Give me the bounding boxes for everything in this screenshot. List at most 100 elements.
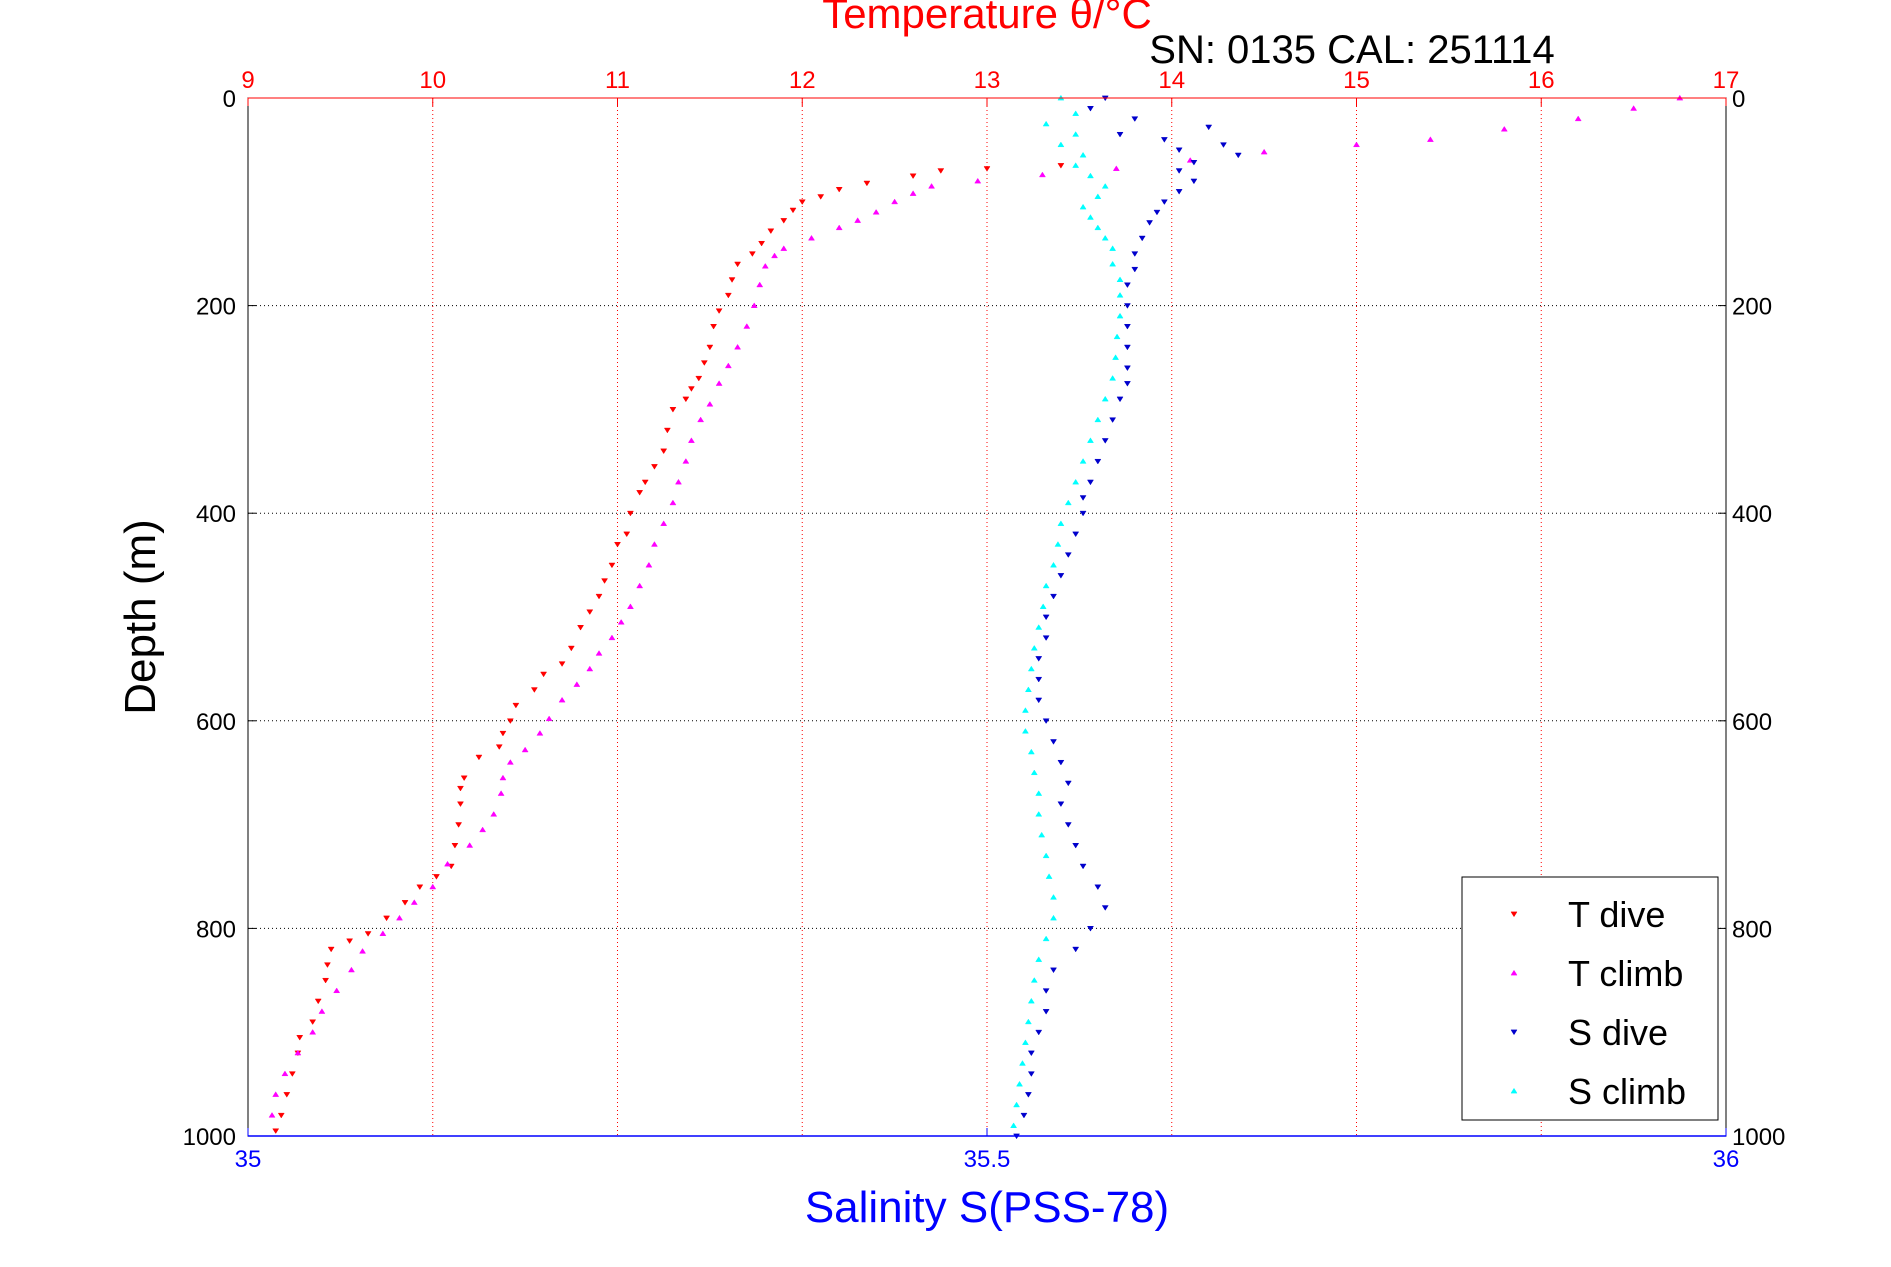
data-point	[748, 251, 756, 257]
data-point	[1079, 151, 1087, 158]
data-point	[457, 801, 464, 808]
data-point	[798, 199, 806, 205]
data-point	[1027, 748, 1035, 755]
data-point	[444, 860, 451, 867]
data-point	[1064, 780, 1072, 787]
data-point	[983, 166, 991, 172]
data-point	[1042, 988, 1050, 994]
data-point	[636, 582, 644, 589]
data-point	[1042, 852, 1050, 859]
data-point	[429, 883, 437, 890]
data-point	[645, 561, 653, 568]
data-point	[789, 207, 797, 214]
data-point	[322, 977, 330, 984]
data-point	[669, 407, 677, 413]
top-tick-label: 13	[974, 67, 1001, 94]
data-point	[1057, 163, 1065, 169]
data-point	[728, 277, 736, 283]
top-tick-label: 11	[605, 67, 630, 94]
data-point	[521, 746, 529, 753]
data-point	[451, 843, 459, 849]
data-point	[536, 730, 544, 736]
data-point	[567, 645, 575, 652]
data-point	[364, 931, 372, 937]
top-tick-label: 10	[419, 67, 446, 94]
data-point	[379, 930, 387, 936]
data-point	[700, 360, 708, 366]
data-point	[512, 702, 520, 709]
data-point	[767, 228, 775, 235]
data-point	[872, 209, 880, 215]
data-point	[506, 759, 514, 765]
data-point	[1072, 946, 1080, 953]
legend-marker-s-climb	[1510, 1087, 1518, 1094]
data-point	[1050, 739, 1057, 745]
data-point	[1123, 324, 1131, 330]
data-point	[756, 281, 764, 288]
data-point	[327, 946, 335, 953]
y-tick-label-right: 600	[1732, 709, 1772, 736]
data-point	[577, 625, 585, 631]
data-point	[586, 665, 594, 672]
data-point	[710, 324, 718, 330]
data-point	[277, 1112, 285, 1119]
top-tick-label: 17	[1713, 67, 1740, 94]
data-point	[1050, 967, 1057, 974]
data-point	[540, 671, 548, 678]
data-point	[1019, 1060, 1026, 1066]
data-point	[348, 966, 355, 973]
data-point	[863, 180, 871, 187]
data-point	[490, 811, 498, 817]
data-point	[1035, 811, 1043, 817]
data-point	[1116, 131, 1124, 138]
data-point	[891, 198, 899, 205]
x-axis-label-salinity: Salinity S(PSS-78)	[805, 1183, 1169, 1232]
top-tick-label: 14	[1158, 67, 1185, 94]
data-point	[734, 261, 742, 268]
data-point	[1101, 905, 1109, 911]
data-point	[1045, 873, 1053, 879]
data-point	[495, 744, 503, 750]
data-point	[272, 1091, 280, 1097]
data-point	[601, 578, 609, 584]
data-point	[1038, 171, 1046, 178]
data-point	[780, 245, 788, 251]
data-point	[937, 168, 945, 174]
data-point	[1021, 707, 1029, 713]
data-point	[1072, 131, 1080, 137]
data-point	[1042, 718, 1050, 724]
data-point	[455, 822, 463, 828]
data-point	[687, 437, 695, 443]
legend-label: T dive	[1568, 894, 1665, 935]
data-point	[706, 344, 714, 351]
data-point	[281, 1070, 289, 1077]
data-point	[1042, 120, 1050, 127]
data-point	[1190, 178, 1198, 185]
data-point	[1013, 1101, 1021, 1108]
data-point	[1057, 520, 1065, 526]
y-tick-label-left: 800	[196, 916, 236, 943]
data-point	[383, 915, 391, 922]
data-point	[682, 458, 690, 464]
data-point	[296, 1035, 304, 1041]
y-tick-label-left: 0	[223, 86, 236, 113]
legend-marker-t-dive	[1510, 911, 1518, 918]
top-tick-label: 9	[241, 67, 254, 94]
data-point	[1027, 997, 1035, 1004]
data-point	[1021, 1039, 1029, 1045]
data-point	[1087, 214, 1094, 220]
data-point	[1175, 168, 1183, 174]
data-point	[1101, 183, 1109, 189]
legend-box	[1461, 876, 1719, 1121]
y-tick-label-left: 1000	[183, 1124, 236, 1151]
data-point	[1094, 458, 1102, 465]
data-point	[750, 302, 758, 308]
data-point	[1101, 234, 1109, 241]
data-point	[499, 730, 507, 737]
data-point	[1030, 644, 1038, 651]
data-point	[626, 510, 634, 517]
data-point	[1630, 105, 1638, 111]
data-point	[663, 427, 671, 434]
data-point	[650, 464, 658, 470]
data-point	[479, 826, 487, 833]
